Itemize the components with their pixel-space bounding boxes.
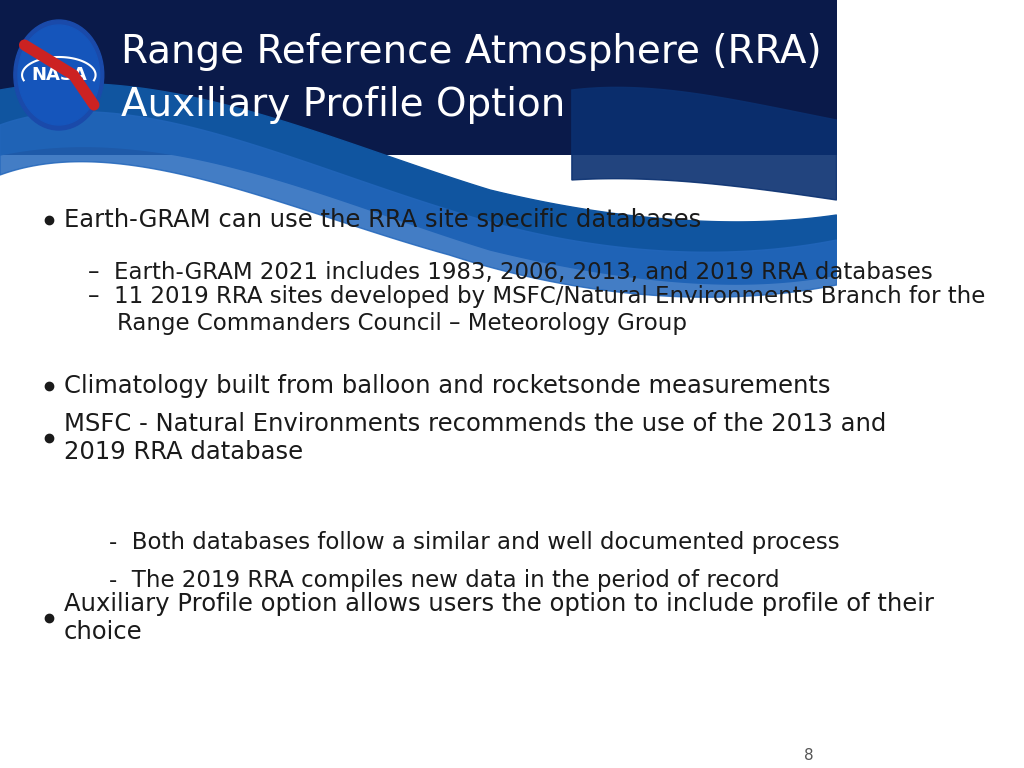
Text: -  The 2019 RRA compiles new data in the period of record: - The 2019 RRA compiles new data in the … [109,568,779,591]
Polygon shape [0,112,837,297]
Text: 8: 8 [804,749,813,763]
Text: -  Both databases follow a similar and well documented process: - Both databases follow a similar and we… [109,531,840,554]
Text: Auxiliary Profile Option: Auxiliary Profile Option [121,86,565,124]
Text: Climatology built from balloon and rocketsonde measurements: Climatology built from balloon and rocke… [63,374,830,398]
Circle shape [14,20,103,130]
Polygon shape [571,88,837,200]
Text: MSFC - Natural Environments recommends the use of the 2013 and
2019 RRA database: MSFC - Natural Environments recommends t… [63,412,886,464]
Text: Earth-GRAM can use the RRA site specific databases: Earth-GRAM can use the RRA site specific… [63,208,701,232]
Text: Auxiliary Profile option allows users the option to include profile of their
cho: Auxiliary Profile option allows users th… [63,592,934,644]
Text: NASA: NASA [31,66,87,84]
Polygon shape [0,84,837,284]
Text: –  11 2019 RRA sites developed by MSFC/Natural Environments Branch for the
    R: – 11 2019 RRA sites developed by MSFC/Na… [88,285,986,335]
Text: Range Reference Atmosphere (RRA): Range Reference Atmosphere (RRA) [121,33,821,71]
Bar [0,0,837,155]
Text: –  Earth-GRAM 2021 includes 1983, 2006, 2013, and 2019 RRA databases: – Earth-GRAM 2021 includes 1983, 2006, 2… [88,260,933,283]
Circle shape [18,25,99,125]
